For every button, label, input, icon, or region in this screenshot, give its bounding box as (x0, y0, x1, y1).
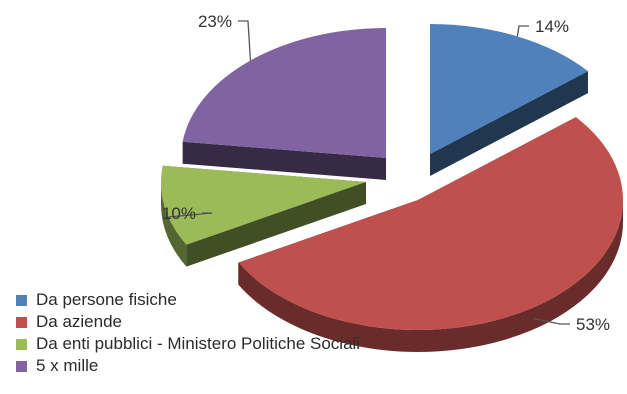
leader-lines (164, 20, 570, 325)
pie-slice-5-x-mille (182, 28, 386, 180)
pie-slice-wall-da-enti-pubblici-ministero-politiche-sociali-0 (186, 182, 366, 267)
pie-slice-rim-da-enti-pubblici-ministero-politiche-sociali (161, 182, 187, 267)
pie-slice-wall-da-persone-fisiche-1 (430, 71, 588, 176)
pie-slice-da-aziende (238, 117, 624, 352)
legend-label-da-aziende: Da aziende (36, 312, 123, 331)
percentage-labels: 14% 53% 10% 23% (162, 12, 610, 334)
legend-item-da-aziende: Da aziende (16, 311, 360, 333)
percent-label-da-persone-fisiche: 14% (535, 17, 569, 36)
legend-item-da-enti-pubblici: Da enti pubblici - Ministero Politiche S… (16, 333, 360, 355)
leader-line-da-persone-fisiche (516, 25, 529, 37)
legend: Da persone fisiche Da aziende Da enti pu… (16, 289, 360, 377)
pie-slices (160, 24, 624, 352)
percent-label-da-enti-pubblici-ministero-politiche-sociali: 10% (162, 204, 196, 223)
pie-slice-top-da-persone-fisiche (430, 24, 588, 154)
legend-swatch-5-x-mille (16, 360, 27, 372)
legend-item-da-persone-fisiche: Da persone fisiche (16, 289, 360, 311)
legend-label-da-persone-fisiche: Da persone fisiche (36, 290, 177, 309)
leader-line-5-x-mille (238, 20, 252, 61)
pie-slice-rim-da-aziende (238, 200, 624, 352)
legend-item-5-x-mille: 5 x mille (16, 355, 360, 377)
pie-slice-top-da-enti-pubblici-ministero-politiche-sociali (160, 165, 366, 245)
leader-line-da-enti-pubblici-ministero-politiche-sociali (164, 212, 213, 219)
legend-swatch-da-persone-fisiche (16, 294, 27, 306)
pie-slice-da-persone-fisiche (430, 24, 588, 176)
percent-label-da-aziende: 53% (576, 315, 610, 334)
leader-line-da-aziende (533, 317, 570, 325)
legend-label-da-enti-pubblici: Da enti pubblici - Ministero Politiche S… (36, 334, 361, 353)
legend-swatch-da-enti-pubblici (16, 338, 27, 350)
pie-slice-top-da-aziende (238, 117, 623, 330)
pie-slice-wall-5-x-mille-0 (182, 141, 386, 180)
legend-swatch-da-aziende (16, 316, 27, 328)
pie-slice-top-5-x-mille (182, 28, 386, 158)
pie-slice-da-enti-pubblici-ministero-politiche-sociali (160, 165, 366, 267)
legend-label-5-x-mille: 5 x mille (36, 356, 99, 375)
percent-label-5-x-mille: 23% (198, 12, 232, 31)
